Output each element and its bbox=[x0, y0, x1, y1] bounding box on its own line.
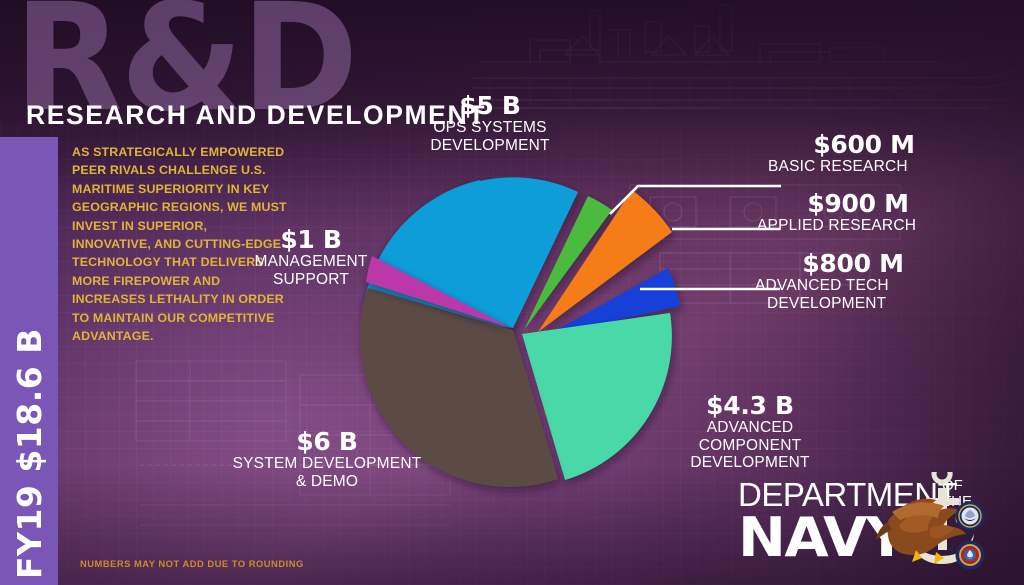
eagle-icon bbox=[876, 498, 984, 564]
callout-amount: $800 M bbox=[802, 249, 904, 278]
callout-amount: $900 M bbox=[807, 189, 909, 218]
callout-amount: $6 B bbox=[296, 427, 358, 456]
eagle-anchor-emblem bbox=[876, 472, 984, 564]
callout-amount: $1 B bbox=[280, 225, 342, 254]
pie-slice-advanced-component-development bbox=[522, 313, 672, 480]
callout-label-line1: ADVANCED bbox=[706, 419, 794, 436]
pie-slice-basic-research bbox=[524, 196, 612, 330]
callout-amount: $5 B bbox=[459, 91, 521, 120]
us-navy-seal-icon bbox=[955, 501, 985, 531]
budget-pie-chart bbox=[300, 130, 680, 487]
narrative-paragraph: AS STRATEGICALLY EMPOWERED PEER RIVALS C… bbox=[72, 145, 287, 344]
page-title: RESEARCH AND DEVELOPMENT bbox=[26, 100, 486, 130]
callout-label-line2: & DEMO bbox=[295, 472, 359, 490]
callout-label-line3: DEVELOPMENT bbox=[690, 454, 810, 471]
callout-amount: $600 M bbox=[813, 130, 915, 159]
callout-amount: $4.3 B bbox=[706, 391, 794, 420]
callout-basic-research: $600 M BASIC RESEARCH bbox=[768, 131, 1018, 176]
callout-label-line2: SUPPORT bbox=[272, 270, 350, 288]
rounding-footnote: NUMBERS MAY NOT ADD DUE TO ROUNDING bbox=[80, 558, 304, 569]
pie-slice-system-development-demo bbox=[359, 288, 558, 487]
department-of-the-navy-logo: DEPARTMENT OF THE NAVY bbox=[730, 470, 1024, 580]
us-marine-corps-seal-icon bbox=[955, 540, 985, 570]
callout-label-line2: DEVELOPMENT bbox=[767, 294, 887, 312]
callout-label-line2: COMPONENT bbox=[698, 436, 802, 454]
callout-management-support: $1 B MANAGEMENT SUPPORT bbox=[237, 226, 385, 288]
callout-applied-research: $900 M APPLIED RESEARCH bbox=[757, 190, 1017, 235]
callout-advanced-component-development: $4.3 B ADVANCED COMPONENT DEVELOPMENT bbox=[655, 392, 845, 472]
callout-label-line2: DEVELOPMENT bbox=[430, 136, 550, 154]
callout-label-line1: BASIC RESEARCH bbox=[768, 158, 908, 175]
pie-slice-management-support bbox=[366, 256, 511, 328]
callout-ops-systems-development: $5 B OPS SYSTEMS DEVELOPMENT bbox=[395, 92, 585, 154]
callout-label-line1: OPS SYSTEMS bbox=[433, 119, 547, 136]
callout-label-line1: SYSTEM DEVELOPMENT bbox=[232, 455, 422, 472]
rd-watermark: R&D bbox=[14, 0, 358, 145]
callout-label-line1: MANAGEMENT bbox=[254, 253, 368, 270]
callout-label-line1: ADVANCED TECH bbox=[755, 277, 889, 294]
fiscal-year-band bbox=[0, 137, 58, 585]
pie-slice-ops-systems-development-main bbox=[376, 177, 578, 328]
callout-label-line1: APPLIED RESEARCH bbox=[757, 217, 917, 234]
callout-advanced-tech-development: $800 M ADVANCED TECH DEVELOPMENT bbox=[755, 250, 1015, 312]
pie-slice-applied-research bbox=[538, 190, 672, 332]
fiscal-year-label: FY19 $18.6 B bbox=[9, 328, 49, 579]
pie-slice-advanced-tech-development bbox=[546, 268, 680, 336]
callout-system-development-demo: $6 B SYSTEM DEVELOPMENT & DEMO bbox=[212, 428, 442, 490]
